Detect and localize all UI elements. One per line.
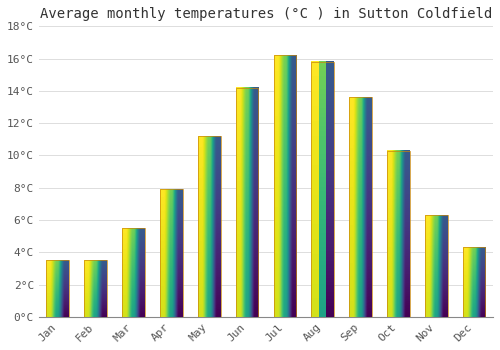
Bar	[198, 136, 220, 317]
Bar	[84, 260, 107, 317]
Bar	[274, 55, 296, 317]
Bar	[122, 228, 145, 317]
Title: Average monthly temperatures (°C ) in Sutton Coldfield: Average monthly temperatures (°C ) in Su…	[40, 7, 492, 21]
Bar	[160, 189, 182, 317]
Bar	[463, 247, 485, 317]
Bar	[46, 260, 69, 317]
Bar	[425, 215, 448, 317]
Bar	[387, 150, 410, 317]
Bar	[312, 62, 334, 317]
Bar	[349, 97, 372, 317]
Bar	[236, 88, 258, 317]
